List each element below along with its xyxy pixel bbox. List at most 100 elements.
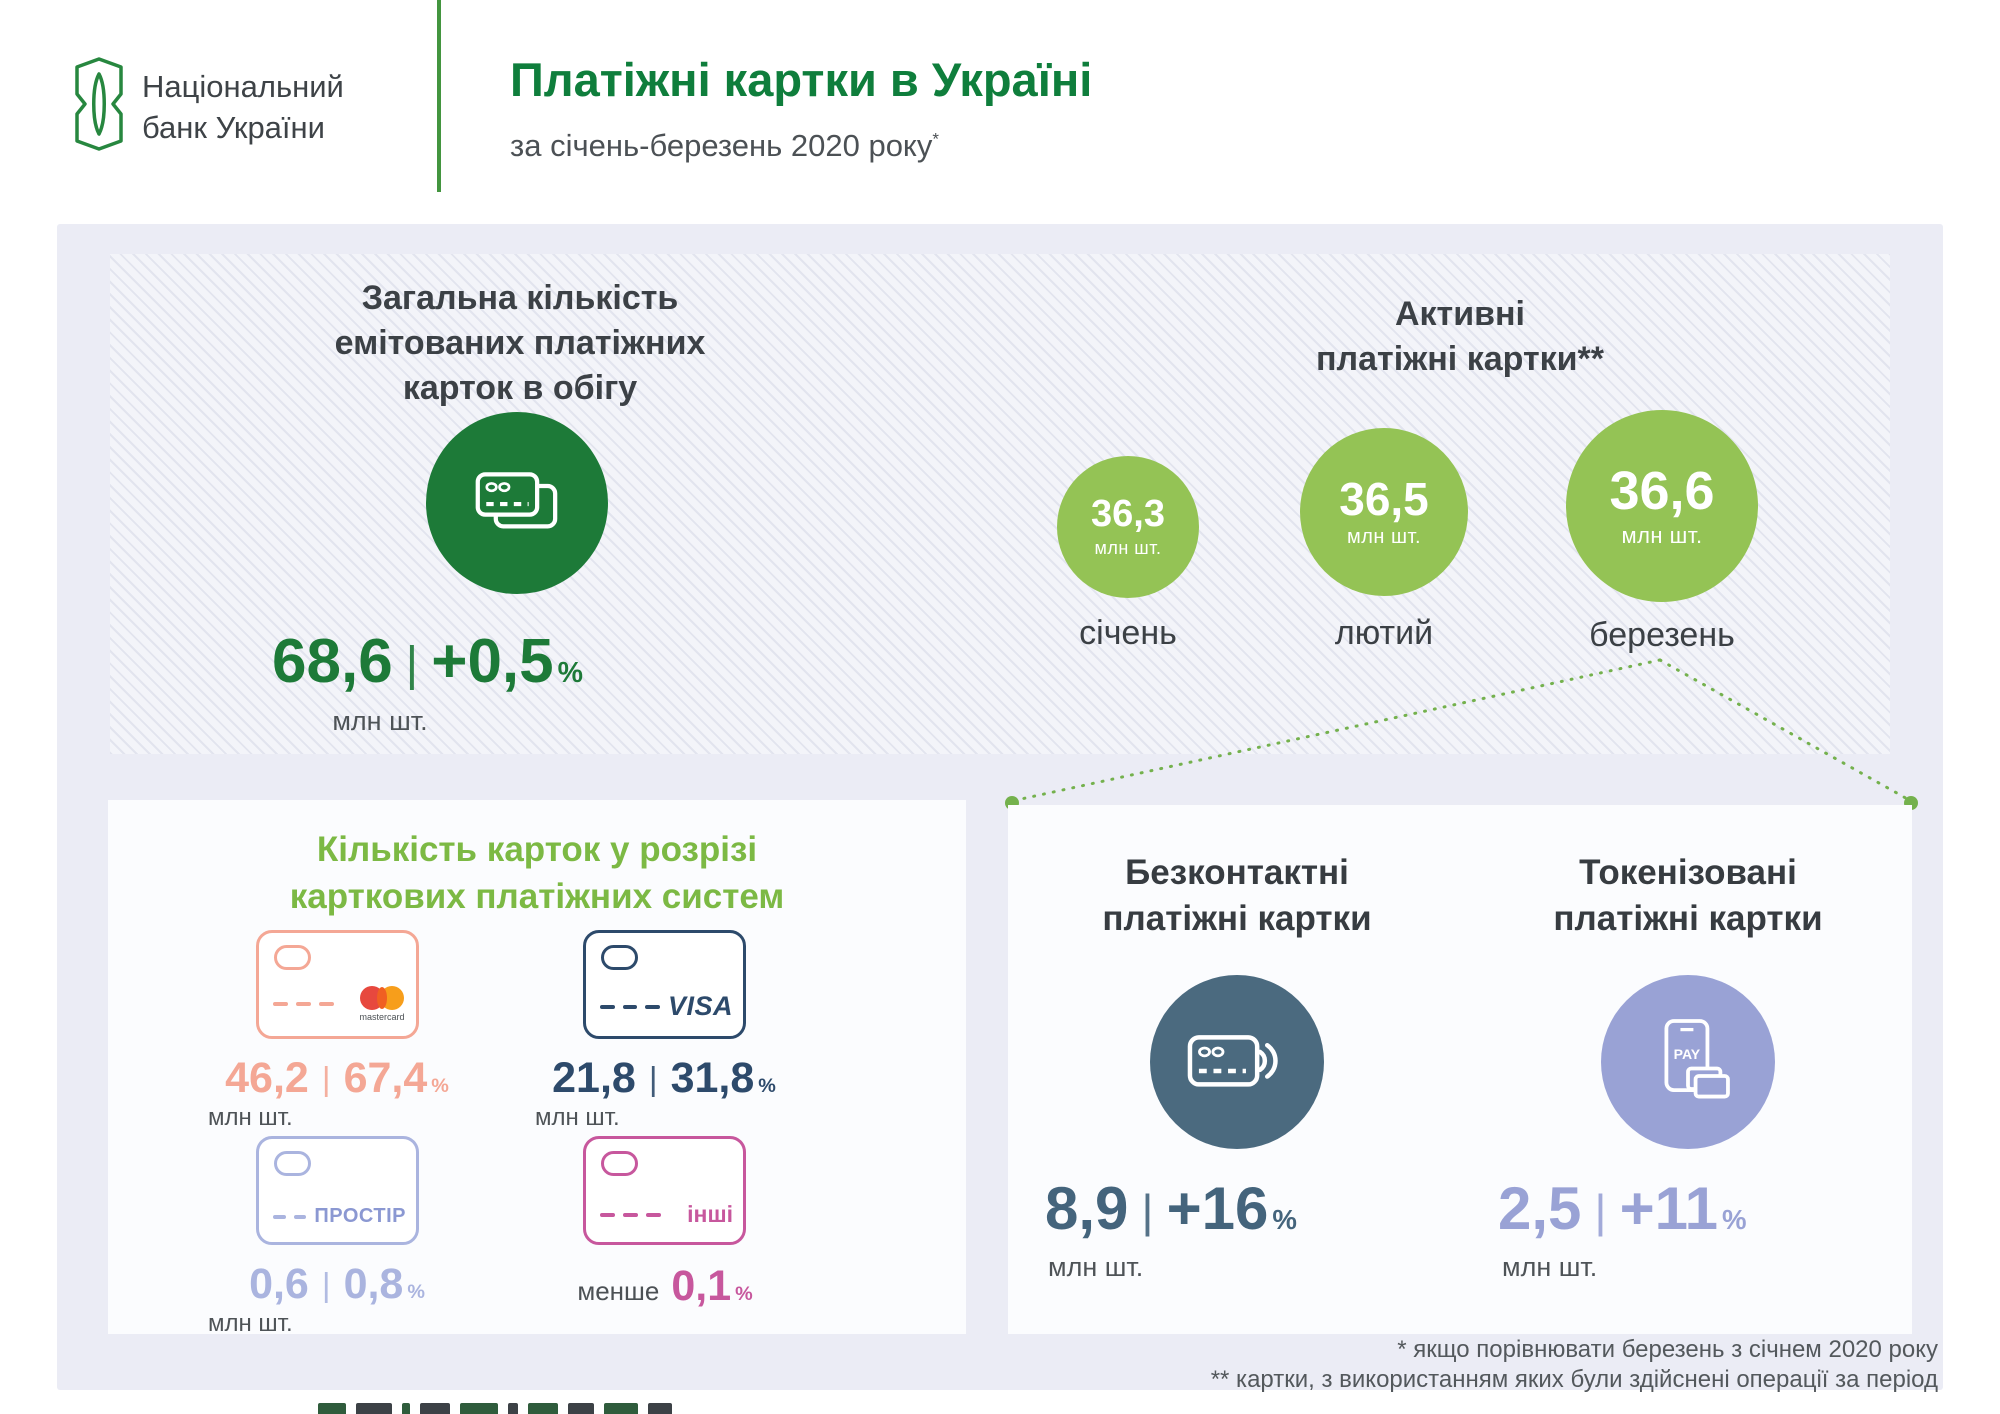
total-issued-circle xyxy=(426,412,608,594)
total-issued-values: 68,6 | +0,5 % xyxy=(272,626,583,697)
tokenized-unit: млн шт. xyxy=(1502,1252,1598,1282)
prostir-logo: ПРОСТІР xyxy=(314,1205,406,1227)
active-cards-circle-jan: 36,3 млн шт. xyxy=(1057,456,1199,598)
value-separator: | xyxy=(405,637,419,691)
other-systems-share: 0,1 xyxy=(671,1262,732,1310)
page-title: Платіжні картки в Україні xyxy=(510,53,1093,106)
card-dash xyxy=(273,1214,286,1219)
contactless-values: 8,9 | +16 % xyxy=(1045,1174,1297,1243)
payment-cards-icon xyxy=(475,472,558,529)
visa-logo: VISA xyxy=(667,991,733,1021)
tokenized-heading: Токенізовані платіжні картки xyxy=(1488,850,1888,942)
contactless-heading-line1: Безконтактні xyxy=(1125,853,1349,892)
prostir-values: 0,6 | 0,8 % xyxy=(201,1260,473,1309)
nbu-logo-text: Національний банк України xyxy=(142,66,344,148)
visa-value: 21,8 xyxy=(552,1054,636,1102)
contactless-value: 8,9 xyxy=(1045,1175,1129,1242)
percent-sign: % xyxy=(758,1075,776,1097)
other-systems-card-icon: інші xyxy=(583,1136,746,1245)
contactless-change: +16 xyxy=(1166,1175,1269,1242)
value-separator: | xyxy=(321,1267,331,1304)
card-dash xyxy=(319,1001,334,1006)
card-chip-icon xyxy=(601,945,638,970)
percent-sign: % xyxy=(557,657,583,689)
clipped-next-section xyxy=(318,1403,672,1414)
mastercard-value: 46,2 xyxy=(225,1054,309,1102)
card-systems-heading-line2: карткових платіжних систем xyxy=(289,877,785,916)
subtitle-footnote-mark: * xyxy=(932,129,939,149)
pay-label: PAY xyxy=(1674,1046,1701,1062)
mastercard-values: 46,2 | 67,4 % xyxy=(201,1054,473,1103)
contactless-card-icon xyxy=(1187,1035,1278,1087)
active-jan-unit: млн шт. xyxy=(1094,537,1162,558)
active-feb-value: 36,5 xyxy=(1339,472,1429,525)
nbu-logo-icon xyxy=(70,56,128,157)
prostir-card-icon: ПРОСТІР xyxy=(256,1136,419,1245)
active-jan-value: 36,3 xyxy=(1091,493,1165,536)
nbu-logo-line2: банк України xyxy=(142,110,325,145)
active-feb-unit: млн шт. xyxy=(1346,526,1422,549)
active-mar-unit: млн шт. xyxy=(1621,522,1703,548)
tokenized-heading-line1: Токенізовані xyxy=(1579,853,1797,892)
contactless-heading-line2: платіжні картки xyxy=(1102,899,1372,938)
total-issued-unit: млн шт. xyxy=(332,706,428,736)
page-subtitle: за січень-березень 2020 року* xyxy=(510,128,939,164)
percent-sign: % xyxy=(735,1283,753,1305)
value-separator: | xyxy=(648,1061,658,1098)
total-issued-heading-line3: карток в обігу xyxy=(402,369,638,407)
card-dash xyxy=(600,1004,615,1009)
visa-values: 21,8 | 31,8 % xyxy=(528,1054,800,1103)
percent-sign: % xyxy=(431,1075,449,1097)
card-systems-heading-line1: Кількість карток у розрізі xyxy=(316,830,758,869)
card-dash xyxy=(645,1004,660,1009)
other-systems-prefix: менше xyxy=(577,1276,660,1306)
card-dash xyxy=(622,1004,638,1009)
card-dash xyxy=(623,1212,638,1217)
percent-sign: % xyxy=(407,1281,425,1303)
visa-share: 31,8 xyxy=(670,1054,755,1102)
other-systems-values: менше 0,1 % xyxy=(500,1262,830,1311)
value-separator: | xyxy=(1594,1185,1607,1237)
total-issued-heading-line2: емітованих платіжних xyxy=(334,324,706,362)
prostir-unit: млн шт. xyxy=(208,1310,293,1337)
contactless-unit: млн шт. xyxy=(1048,1252,1144,1282)
month-label-feb: лютий xyxy=(1334,614,1434,652)
percent-sign: % xyxy=(1272,1204,1297,1235)
total-issued-heading-line1: Загальна кількість xyxy=(361,279,679,317)
month-label-jan: січень xyxy=(1079,614,1177,652)
card-systems-panel xyxy=(108,800,966,1334)
tokenized-circle: PAY xyxy=(1601,975,1775,1149)
other-systems-label: інші xyxy=(687,1201,733,1227)
value-separator: | xyxy=(1141,1185,1154,1237)
mastercard-logo: mastercard xyxy=(358,985,406,1022)
mastercard-wordmark: mastercard xyxy=(359,1012,405,1022)
card-systems-heading: Кількість карток у розрізі карткових пла… xyxy=(108,826,966,920)
prostir-share: 0,8 xyxy=(343,1260,404,1308)
tokenized-change: +11 xyxy=(1619,1175,1719,1242)
card-dash xyxy=(600,1212,615,1217)
active-cards-circle-mar: 36,6 млн шт. xyxy=(1566,410,1758,602)
active-mar-value: 36,6 xyxy=(1609,461,1715,522)
tokenized-heading-line2: платіжні картки xyxy=(1553,899,1823,938)
contactless-heading: Безконтактні платіжні картки xyxy=(1037,850,1437,942)
contactless-circle xyxy=(1150,975,1324,1149)
phone-pay-icon: PAY xyxy=(1664,1019,1730,1099)
card-chip-icon xyxy=(274,945,311,970)
card-dash xyxy=(646,1212,661,1217)
active-cards-heading-line2: платіжні картки** xyxy=(1316,340,1604,378)
value-separator: | xyxy=(321,1061,331,1098)
mastercard-unit: млн шт. xyxy=(208,1104,293,1131)
prostir-value: 0,6 xyxy=(249,1260,309,1308)
active-cards-circle-feb: 36,5 млн шт. xyxy=(1300,428,1468,596)
visa-card-icon: VISA xyxy=(583,930,746,1039)
header-divider xyxy=(437,0,441,192)
card-chip-icon xyxy=(601,1151,638,1176)
percent-sign: % xyxy=(1722,1204,1747,1235)
mastercard-share: 67,4 xyxy=(343,1054,428,1102)
card-dash xyxy=(293,1214,307,1219)
active-cards-heading-line1: Активні xyxy=(1394,295,1525,333)
nbu-logo-line1: Національний xyxy=(142,69,344,104)
card-chip-icon xyxy=(274,1151,311,1176)
footnote-2: ** картки, з використанням яких були зді… xyxy=(1210,1366,1938,1393)
